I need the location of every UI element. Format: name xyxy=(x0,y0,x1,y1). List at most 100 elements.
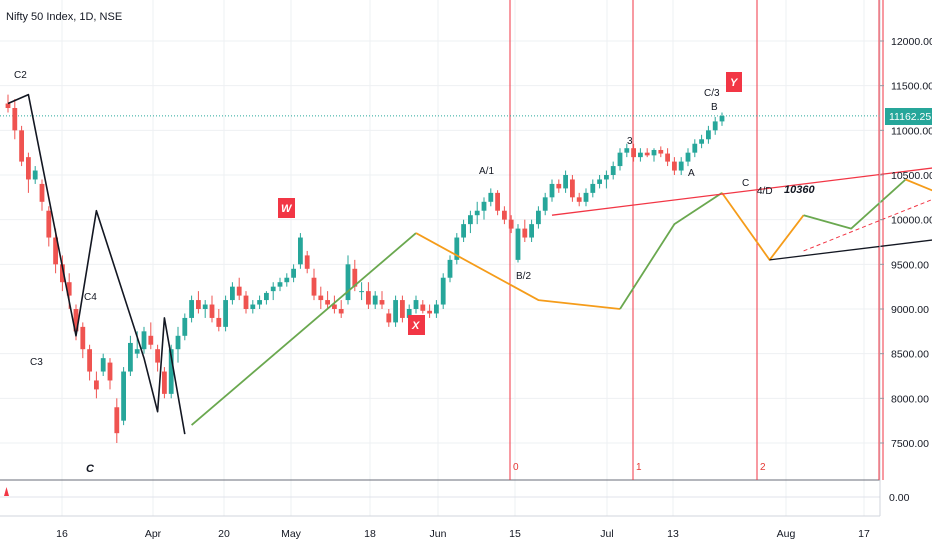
candle-body xyxy=(32,170,38,180)
grid-lines xyxy=(0,0,880,516)
wave-tag-w: W xyxy=(278,198,295,218)
candle-body xyxy=(529,224,534,238)
candle-body xyxy=(196,300,201,309)
candle-body xyxy=(393,300,398,323)
elliott-wave-drawings[interactable] xyxy=(7,93,932,435)
candle-body xyxy=(570,179,575,198)
candle-16 xyxy=(114,398,120,443)
wave-label-c2: C2 xyxy=(14,70,27,81)
wave-label-a: A xyxy=(688,168,695,179)
candle-body xyxy=(427,310,432,314)
candle-body xyxy=(678,161,684,171)
candle-8 xyxy=(60,255,65,292)
upper-red-channel[interactable] xyxy=(551,63,932,216)
price-tick-label: 9000.00 xyxy=(891,304,929,316)
candle-body xyxy=(182,317,188,336)
candle-11 xyxy=(80,322,86,359)
candle-98 xyxy=(672,157,677,175)
candle-32 xyxy=(223,295,228,332)
candle-body xyxy=(352,268,358,287)
candle-body xyxy=(406,309,412,318)
candle-body xyxy=(5,103,11,108)
wave-label-c3b: C/3 xyxy=(704,88,720,99)
candle-body xyxy=(372,295,378,305)
wave-orange-b2[interactable] xyxy=(721,192,805,261)
candle-80 xyxy=(549,179,555,202)
candle-body xyxy=(495,192,500,211)
candle-89 xyxy=(610,161,616,180)
candle-94 xyxy=(644,148,650,158)
candle-50 xyxy=(345,255,351,305)
vertical-time-lines[interactable] xyxy=(0,0,884,480)
candle-body xyxy=(216,317,222,327)
candle-body xyxy=(236,286,242,296)
candle-1 xyxy=(12,99,18,140)
target-label: 10360 xyxy=(784,184,815,196)
candle-87 xyxy=(597,175,602,189)
candle-body xyxy=(413,300,419,309)
candle-body xyxy=(345,264,351,301)
wave-black-fall[interactable] xyxy=(7,93,186,435)
indicator-zero-label: 0.00 xyxy=(889,492,910,504)
candle-67 xyxy=(461,219,466,242)
wave-green-up[interactable] xyxy=(803,178,907,230)
candle-26 xyxy=(182,313,188,341)
price-tick-label: 8500.00 xyxy=(891,349,929,361)
projection-dashed-line[interactable] xyxy=(803,126,932,252)
lower-black-channel[interactable] xyxy=(769,166,932,261)
candle-body xyxy=(522,228,528,238)
candle-body xyxy=(338,309,344,314)
candle-0 xyxy=(5,94,11,113)
candle-body xyxy=(87,349,92,372)
candle-body xyxy=(617,152,623,167)
candle-body xyxy=(434,304,439,314)
candle-96 xyxy=(658,146,664,158)
candle-21 xyxy=(148,322,154,350)
candle-99 xyxy=(678,157,684,175)
candle-body xyxy=(39,183,45,202)
candle-body xyxy=(420,304,426,311)
vline-label-1: 1 xyxy=(636,462,642,473)
candle-body xyxy=(549,183,555,198)
wave-green-rise-a1[interactable] xyxy=(619,192,723,310)
candle-102 xyxy=(699,134,704,149)
candle-71 xyxy=(488,188,494,207)
wave-green-rise-w[interactable] xyxy=(191,232,417,426)
candle-38 xyxy=(264,291,269,305)
candle-body xyxy=(610,166,616,175)
candle-body xyxy=(556,183,562,189)
candle-5 xyxy=(39,179,45,211)
candle-28 xyxy=(196,291,201,314)
candle-body xyxy=(583,192,589,202)
candle-body xyxy=(692,143,698,153)
candle-body xyxy=(672,161,677,171)
candle-body xyxy=(699,139,704,144)
candle-body xyxy=(536,210,541,225)
candle-body xyxy=(706,130,711,140)
candle-body xyxy=(604,175,609,180)
candle-body xyxy=(175,335,181,350)
candle-body xyxy=(576,197,582,202)
price-tick-label: 10500.00 xyxy=(891,170,932,182)
candle-body xyxy=(209,304,215,318)
candle-83 xyxy=(570,175,575,202)
price-axis[interactable]: 7500.00 8000.00 8500.00 9000.00 9500.00 10000… xyxy=(879,0,932,516)
candle-body xyxy=(168,349,174,394)
candle-105 xyxy=(719,112,725,126)
wave-label-b2: B/2 xyxy=(516,271,531,282)
time-tick-label: 20 xyxy=(218,528,230,540)
candle-body xyxy=(141,331,147,350)
candle-56 xyxy=(386,309,392,327)
trend-channel-lines[interactable] xyxy=(551,63,932,261)
candle-6 xyxy=(46,206,52,247)
candle-92 xyxy=(631,143,636,162)
wave-orange-wx[interactable] xyxy=(415,232,621,310)
candle-84 xyxy=(576,192,582,207)
price-tick-label: 12000.00 xyxy=(891,36,932,48)
candle-15 xyxy=(107,358,113,390)
candle-body xyxy=(264,292,269,301)
time-axis[interactable]: 16 Apr 20 May 18 Jun 15 Jul 13 Aug 17 xyxy=(56,528,870,540)
candle-body xyxy=(189,300,194,318)
